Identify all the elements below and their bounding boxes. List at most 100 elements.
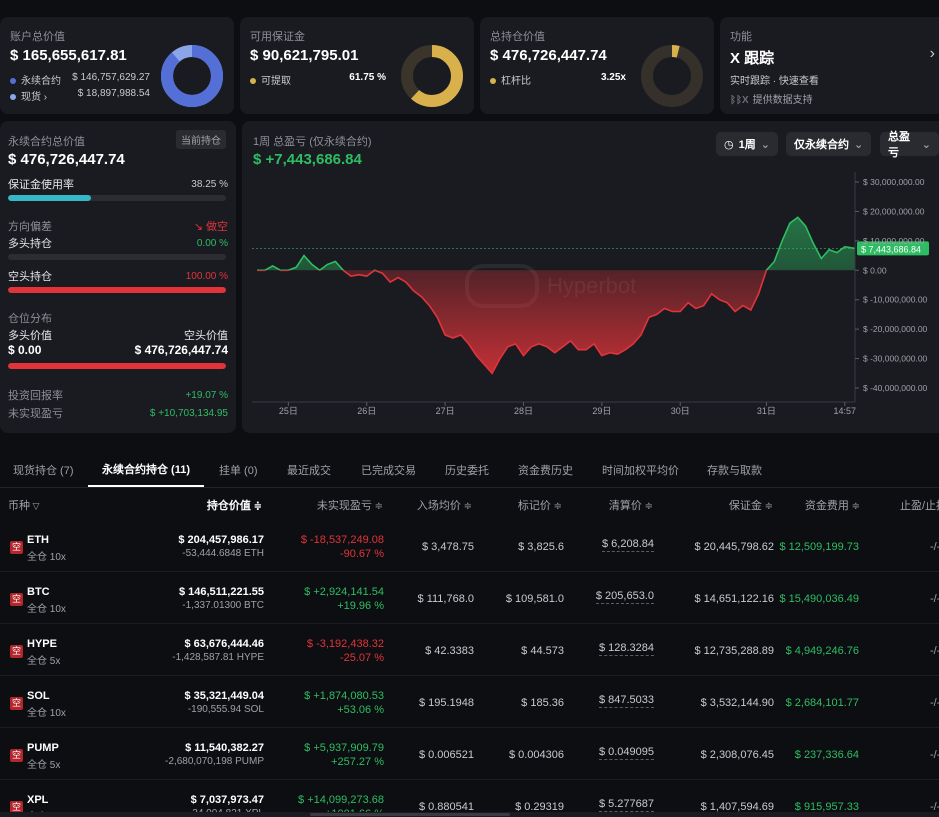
sort-icon[interactable]: ≑ — [761, 501, 773, 512]
tab-0[interactable]: 现货持仓 (7) — [13, 464, 74, 477]
x-tick-label: 31日 — [757, 406, 776, 416]
leverage-legend: 杠杆比 — [490, 72, 531, 87]
long-position-value: $ 0.00 — [8, 343, 42, 357]
spot-legend[interactable]: 现货 › — [10, 88, 47, 103]
mark-price: $ 44.573 — [521, 645, 564, 657]
horizontal-scrollbar[interactable] — [0, 812, 939, 817]
sort-icon[interactable]: ≑ — [848, 501, 860, 512]
column-header-1[interactable]: 持仓价值 ≑ — [207, 497, 262, 513]
column-header-7[interactable]: 资金费用 ≑ — [805, 497, 860, 513]
unrealized-pnl-pct: +53.06 % — [337, 704, 384, 716]
filter-icon[interactable]: ▽ — [30, 501, 40, 511]
leverage-dot-icon — [490, 78, 496, 85]
position-size: -190,555.94 SOL — [187, 704, 264, 715]
unrealized-pnl-pct: +19.96 % — [337, 600, 384, 612]
tab-4[interactable]: 已完成交易 — [361, 464, 416, 477]
position-value: $ 204,457,986.17 — [178, 534, 264, 546]
metric-dropdown[interactable]: 总盈亏 ⌄ — [880, 131, 939, 159]
mark-price: $ 3,825.6 — [518, 541, 564, 553]
sort-icon[interactable]: ≑ — [460, 501, 472, 512]
column-header-0[interactable]: 币种 ▽ — [8, 497, 39, 513]
tab-5[interactable]: 历史委托 — [445, 464, 489, 477]
column-header-6[interactable]: 保证金 ≑ — [729, 497, 773, 513]
column-header-label: 清算价 — [608, 500, 642, 512]
unrealized-pnl: $ +14,099,273.68 — [298, 794, 384, 806]
trend-down-icon: ↘ — [193, 221, 203, 233]
margin-usage-bar — [8, 195, 226, 201]
chevron-right-icon[interactable]: › — [929, 45, 935, 62]
coin-leverage: 全仓 10x — [27, 708, 66, 719]
table-row[interactable]: 空 ETH 全仓 10x $ 204,457,986.17 -53,444.6848 E… — [0, 520, 939, 572]
unrealized-pnl: $ +1,874,080.53 — [304, 690, 384, 702]
sort-icon[interactable]: ≑ — [550, 501, 562, 512]
tp-sl: -/- — [930, 541, 939, 553]
distribution-label: 仓位分布 — [8, 313, 52, 325]
short-label: 空头持仓 — [8, 271, 52, 283]
y-tick-label: $ -30,000,000.00 — [863, 354, 928, 364]
current-position-badge[interactable]: 当前持仓 — [176, 130, 226, 149]
sort-icon[interactable]: ≑ — [641, 501, 653, 512]
tp-sl: -/- — [930, 697, 939, 709]
column-header-3[interactable]: 入场均价 ≑ — [417, 497, 472, 513]
spot-dot-icon — [10, 94, 16, 101]
tab-3[interactable]: 最近成交 — [287, 464, 331, 477]
coin-leverage: 全仓 10x — [27, 552, 66, 563]
upnl-value: $ +10,703,134.95 — [149, 407, 228, 419]
pnl-chart[interactable]: Hyperbot$ 7,443,686.84$ 30,000,000.00$ 2… — [242, 160, 939, 430]
chevron-right-icon: › — [43, 92, 48, 103]
chevron-down-icon: ⌄ — [854, 138, 864, 151]
short-tag: 空 — [10, 593, 23, 606]
table-row[interactable]: 空 SOL 全仓 10x $ 35,321,449.04 -190,555.94 SOL… — [0, 676, 939, 728]
short-tag: 空 — [10, 697, 23, 710]
tp-sl: -/- — [930, 749, 939, 761]
feature-card[interactable]: 功能 X 跟踪 实时跟踪 · 快速查看 ᛒᛒX 提供数据支持 › — [720, 17, 939, 114]
tab-6[interactable]: 资金费历史 — [518, 464, 573, 477]
table-row[interactable]: 空 PUMP 全仓 5x $ 11,540,382.27 -2,680,070,198 … — [0, 728, 939, 780]
short-tag: 空 — [10, 801, 23, 814]
roi-value: +19.07 % — [185, 389, 228, 401]
tp-sl: -/- — [930, 645, 939, 657]
margin-card: 可用保证金 $ 90,621,795.01 可提取 61.75 % — [240, 17, 474, 114]
tab-7[interactable]: 时间加权平均价 — [602, 464, 679, 477]
scope-dropdown[interactable]: 仅永续合约 ⌄ — [786, 132, 872, 156]
feature-title[interactable]: X 跟踪 — [730, 50, 775, 67]
short-value-label: 空头价值 — [184, 330, 228, 342]
tab-8[interactable]: 存款与取款 — [707, 464, 762, 477]
short-value: 100.00 % — [185, 270, 228, 282]
pnl-area-positive — [264, 217, 855, 271]
liquidation-price: $ 128.3284 — [598, 642, 654, 656]
column-header-label: 保证金 — [728, 500, 762, 512]
entry-price: $ 42.3383 — [425, 645, 474, 657]
unrealized-pnl: $ +5,937,909.79 — [304, 742, 384, 754]
column-header-4[interactable]: 标记价 ≑ — [518, 497, 562, 513]
margin-usage-label: 保证金使用率 — [8, 179, 74, 191]
roi-label: 投资回报率 — [8, 390, 63, 402]
x-tick-label: 29日 — [592, 406, 611, 416]
tabs-divider — [0, 487, 939, 488]
feature-label: 功能 — [730, 31, 752, 43]
mark-price: $ 0.29319 — [515, 801, 564, 813]
table-row[interactable]: 空 BTC 全仓 10x $ 146,511,221.55 -1,337.01300 B… — [0, 572, 939, 624]
margin-value: $ 90,621,795.01 — [250, 47, 359, 64]
column-header-2[interactable]: 未实现盈亏 ≑ — [317, 497, 383, 513]
pnl-area-negative — [257, 270, 855, 374]
current-value-label: $ 7,443,686.84 — [861, 244, 921, 254]
column-header-label: 止盈/止损 — [900, 500, 939, 512]
position-value: $ 35,321,449.04 — [184, 690, 264, 702]
coin-symbol: XPL — [27, 794, 49, 806]
column-header-label: 入场均价 — [416, 500, 461, 512]
column-header-5[interactable]: 清算价 ≑ — [609, 497, 653, 513]
coin-symbol: ETH — [27, 534, 49, 546]
column-header-8[interactable]: 止盈/止损 — [900, 497, 939, 513]
period-dropdown[interactable]: ◷ 1周 ⌄ — [716, 132, 778, 156]
sort-icon[interactable]: ≑ — [371, 501, 383, 512]
position-size: -1,337.01300 BTC — [182, 600, 264, 611]
scrollbar-thumb[interactable] — [310, 813, 510, 816]
sort-icon[interactable]: ≑ — [250, 501, 262, 512]
position-value: $ 146,511,221.55 — [178, 586, 264, 598]
tab-1[interactable]: 永续合约持仓 (11) — [88, 452, 205, 487]
tab-2[interactable]: 挂单 (0) — [219, 464, 258, 477]
table-row[interactable]: 空 HYPE 全仓 5x $ 63,676,444.46 -1,428,587.81 H… — [0, 624, 939, 676]
unrealized-pnl-pct: -90.67 % — [339, 548, 384, 560]
funding-fee: $ 2,684,101.77 — [785, 697, 859, 709]
